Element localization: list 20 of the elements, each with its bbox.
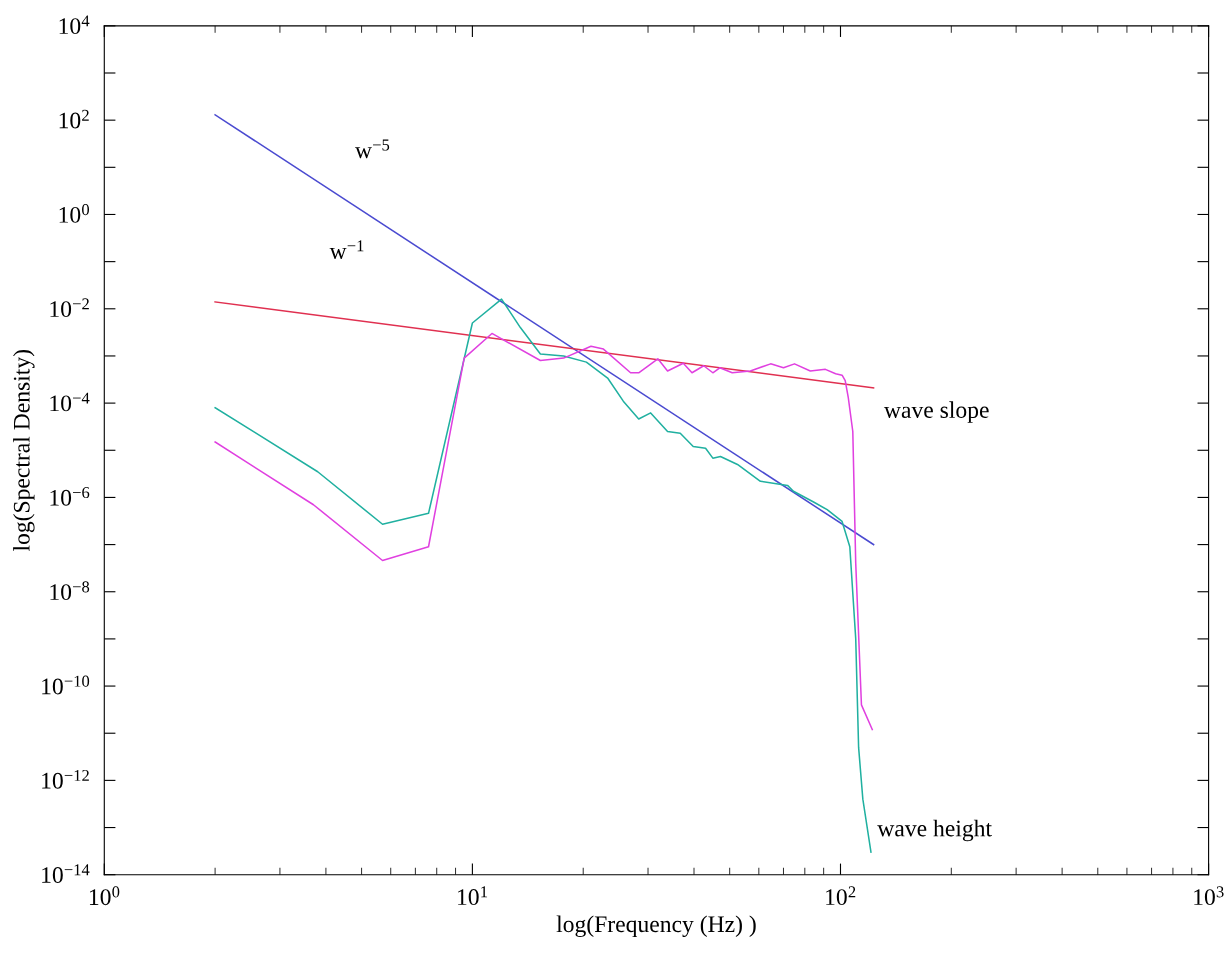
annotation: w$^{−5}$ — [354, 139, 390, 159]
y-axis-title: log(Spectral Density) — [13, 350, 35, 552]
x-axis-title: log(Frequency (Hz) ) — [556, 915, 756, 938]
annotation: w$^{−1}$ — [329, 240, 364, 260]
y-tick-label: 10$^{−4}$ — [50, 392, 90, 412]
x-tick-label: 10$^{1}$ — [458, 886, 488, 906]
y-tick-label: 10$^{−14}$ — [42, 864, 90, 883]
y-tick-label: 10$^{−2}$ — [50, 298, 89, 318]
y-tick-label: 10$^{−10}$ — [42, 675, 90, 695]
y-tick-label: 10$^{−8}$ — [50, 581, 90, 601]
y-tick-label: 10$^{0}$ — [59, 204, 90, 223]
x-tick-label: 10$^{2}$ — [826, 886, 856, 906]
y-tick-label: 10$^{−12}$ — [42, 769, 89, 789]
annotation: wave slope — [883, 401, 989, 423]
x-tick-label: 10$^{0}$ — [89, 886, 120, 906]
y-tick-label: 10$^{4}$ — [59, 15, 90, 35]
annotation: wave height — [877, 819, 992, 842]
y-tick-label: 10$^{−6}$ — [50, 486, 90, 506]
x-tick-label: 10$^{3}$ — [1194, 886, 1224, 906]
y-tick-label: 10$^{2}$ — [59, 109, 89, 129]
